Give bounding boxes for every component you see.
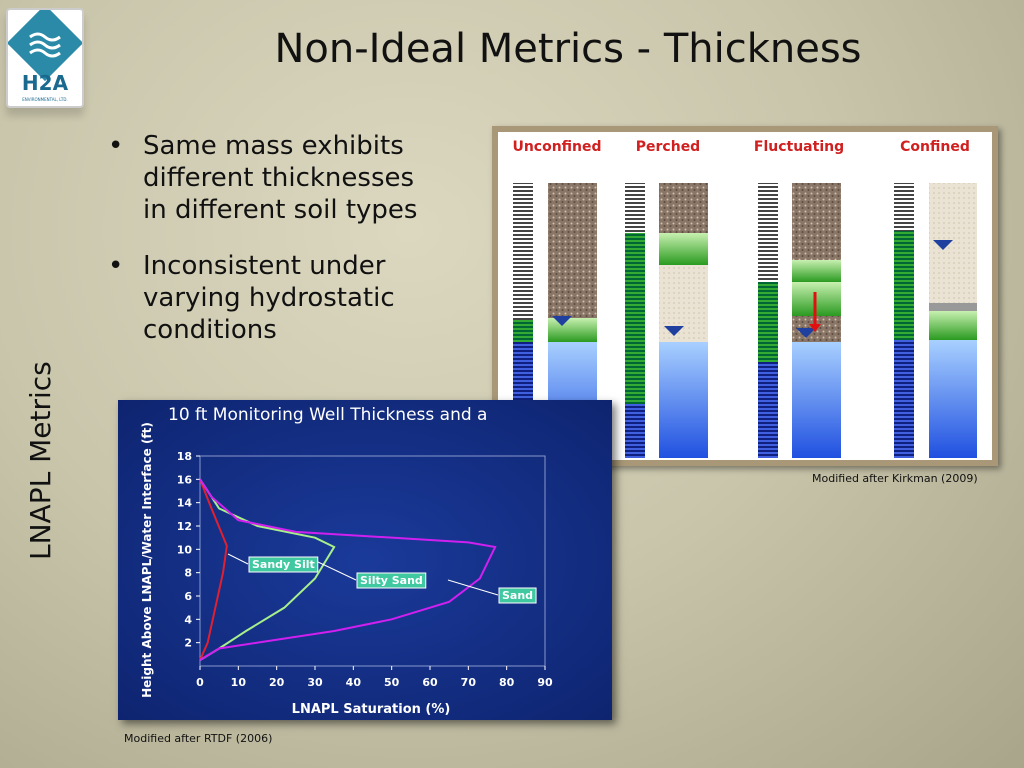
- y-tick-label: 4: [184, 613, 192, 626]
- slide-title: Non-Ideal Metrics - Thickness: [274, 26, 862, 72]
- diagram-caption: Modified after Kirkman (2009): [812, 472, 978, 485]
- chart-title: 10 ft Monitoring Well Thickness and a: [168, 405, 487, 425]
- logo-diamond: [6, 4, 84, 82]
- diagram-label: Fluctuating: [754, 139, 844, 155]
- y-tick-label: 12: [177, 520, 192, 533]
- series-label-box: [356, 572, 427, 589]
- x-tick-label: 80: [499, 676, 515, 689]
- callout-line: [447, 579, 499, 596]
- side-label: LNAPL Metrics: [24, 361, 57, 560]
- series-label: Silty Sand: [360, 574, 423, 587]
- x-tick-label: 70: [461, 676, 477, 689]
- x-tick-label: 50: [384, 676, 400, 689]
- series-line: [199, 478, 497, 662]
- bullet: Inconsistent under varying hydrostatic c…: [108, 250, 443, 346]
- x-tick-label: 10: [231, 676, 247, 689]
- y-tick-label: 18: [177, 450, 192, 463]
- series-label-box: [498, 587, 537, 604]
- diagram-label: Perched: [636, 139, 700, 155]
- x-tick-label: 0: [196, 676, 204, 689]
- logo-waves: [29, 32, 61, 58]
- x-tick-label: 60: [422, 676, 438, 689]
- series-label: Sand: [502, 589, 533, 602]
- logo: H2A ENVIRONMENTAL, LTD.: [6, 4, 84, 108]
- x-tick-label: 20: [269, 676, 285, 689]
- series-line: [199, 478, 228, 661]
- x-tick-label: 30: [307, 676, 323, 689]
- bullet: Same mass exhibits different thicknesses…: [108, 130, 443, 226]
- y-tick-label: 10: [177, 543, 193, 556]
- diagram-label: Confined: [900, 139, 970, 155]
- y-tick-label: 2: [184, 637, 192, 650]
- series-label: Sandy Silt: [252, 558, 315, 571]
- logo-graphic: H2A ENVIRONMENTAL, LTD.: [6, 4, 84, 102]
- x-tick-label: 90: [537, 676, 553, 689]
- y-tick-label: 8: [184, 567, 192, 580]
- y-axis-label: Height Above LNAPL/Water Interface (ft): [140, 422, 154, 698]
- series-line: [199, 478, 336, 662]
- callout-line: [227, 553, 249, 565]
- series-label-box: [248, 556, 319, 573]
- chart-caption: Modified after RTDF (2006): [124, 732, 273, 745]
- callout-line: [317, 561, 357, 581]
- x-tick-label: 40: [346, 676, 362, 689]
- logo-subtitle: ENVIRONMENTAL, LTD.: [22, 97, 67, 102]
- diagram-label: Unconfined: [512, 139, 601, 155]
- plot-frame: [199, 455, 546, 667]
- x-axis-label: LNAPL Saturation (%): [292, 702, 451, 717]
- chart-graphic: 10 ft Monitoring Well Thickness and a LN…: [140, 405, 553, 717]
- bullet-list: Same mass exhibits different thicknesses…: [108, 130, 448, 370]
- logo-name: H2A: [22, 71, 69, 95]
- chart: 10 ft Monitoring Well Thickness and a LN…: [118, 400, 612, 720]
- y-tick-label: 16: [177, 473, 193, 486]
- y-tick-label: 14: [177, 497, 193, 510]
- y-tick-label: 6: [184, 590, 192, 603]
